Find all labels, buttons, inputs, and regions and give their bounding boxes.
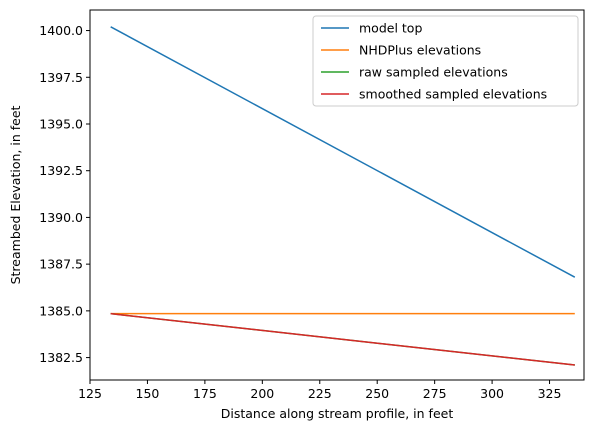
x-tick-label: 325 bbox=[538, 386, 562, 401]
y-tick-label: 1392.5 bbox=[39, 163, 83, 178]
x-tick-label: 125 bbox=[78, 386, 102, 401]
plot-frame bbox=[89, 9, 585, 381]
x-axis: 125 150 175 200 225 250 275 300 325 bbox=[78, 380, 561, 401]
y-tick-label: 1387.5 bbox=[39, 257, 83, 272]
y-tick-label: 1400.0 bbox=[39, 23, 83, 38]
legend-box bbox=[312, 15, 579, 107]
x-tick-label: 225 bbox=[308, 386, 332, 401]
series-line bbox=[110, 26, 576, 278]
x-tick-label: 250 bbox=[365, 386, 389, 401]
x-tick-label: 175 bbox=[193, 386, 217, 401]
x-tick-label: 300 bbox=[480, 386, 504, 401]
series-line bbox=[110, 312, 575, 366]
legend-label: model top bbox=[359, 21, 422, 36]
y-tick-label: 1395.0 bbox=[39, 116, 83, 131]
y-tick-label: 1382.5 bbox=[39, 350, 83, 365]
y-tick-label: 1390.0 bbox=[39, 210, 83, 225]
legend: model top NHDPlus elevations raw sampled e… bbox=[312, 15, 579, 107]
y-tick-label: 1385.0 bbox=[39, 303, 83, 318]
y-axis: 1382.5 1385.0 1387.5 1390.0 1392.5 1395.0 1397… bbox=[39, 23, 90, 365]
y-axis-label: Streambed Elevation, in feet bbox=[8, 105, 23, 284]
x-tick-label: 150 bbox=[136, 386, 160, 401]
x-tick-label: 200 bbox=[250, 386, 274, 401]
x-axis-label: Distance along stream profile, in feet bbox=[221, 406, 454, 421]
legend-label: smoothed sampled elevations bbox=[359, 87, 547, 102]
legend-label: raw sampled elevations bbox=[359, 65, 508, 80]
x-tick-label: 275 bbox=[423, 386, 447, 401]
legend-label: NHDPlus elevations bbox=[359, 43, 481, 58]
y-tick-label: 1397.5 bbox=[39, 70, 83, 85]
plot-lines bbox=[110, 26, 576, 366]
